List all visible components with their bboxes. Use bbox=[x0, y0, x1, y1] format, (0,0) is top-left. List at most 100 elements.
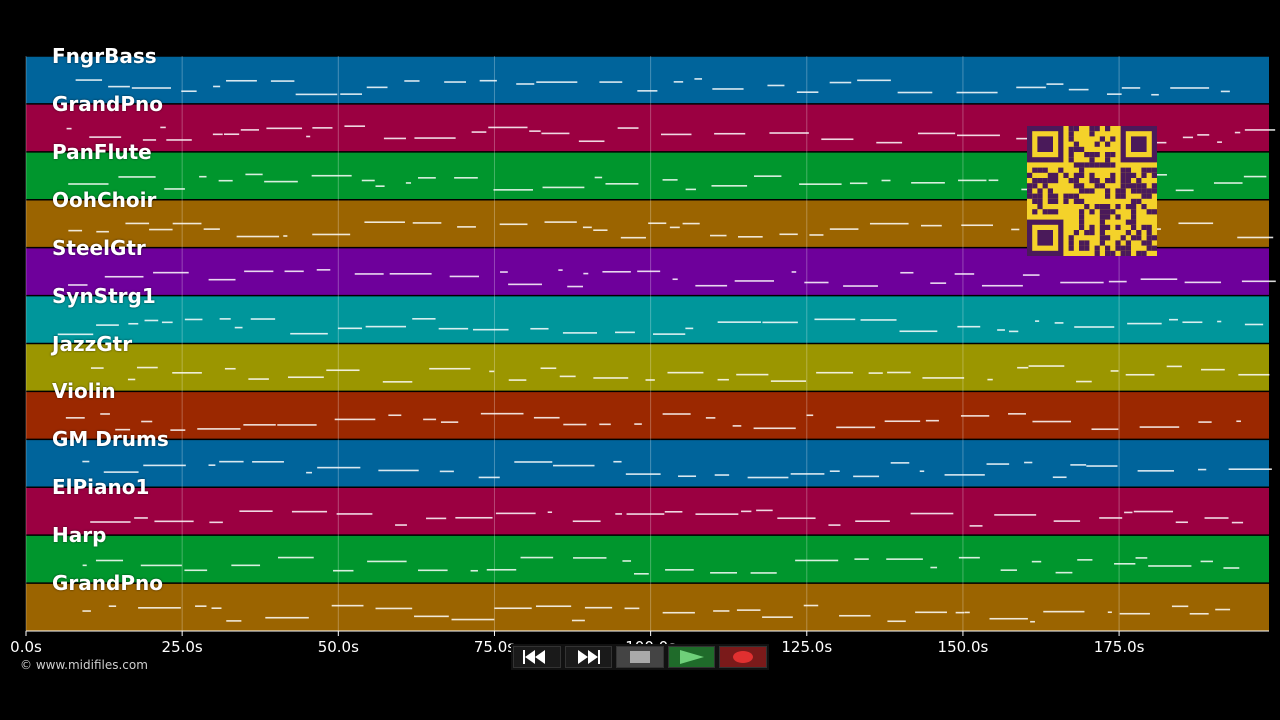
note bbox=[1140, 278, 1178, 281]
note bbox=[1204, 517, 1229, 519]
note bbox=[209, 521, 223, 524]
note bbox=[594, 176, 603, 179]
note bbox=[218, 179, 233, 182]
note bbox=[412, 318, 436, 320]
note bbox=[881, 179, 891, 182]
note bbox=[853, 475, 880, 478]
note bbox=[236, 235, 280, 238]
note bbox=[224, 133, 240, 136]
note bbox=[1110, 370, 1119, 372]
record-button[interactable] bbox=[719, 646, 767, 668]
note bbox=[455, 516, 493, 519]
track-label: GM Drums bbox=[52, 427, 169, 452]
note bbox=[277, 424, 317, 426]
note bbox=[1022, 274, 1040, 276]
note-group bbox=[68, 269, 1276, 288]
note bbox=[195, 605, 207, 607]
note bbox=[1032, 420, 1072, 423]
note bbox=[95, 559, 124, 562]
note bbox=[1197, 134, 1210, 136]
note bbox=[1119, 612, 1150, 615]
note bbox=[486, 568, 517, 571]
note bbox=[378, 469, 419, 472]
note bbox=[553, 464, 595, 467]
note bbox=[795, 559, 839, 562]
note bbox=[440, 421, 459, 423]
note bbox=[1238, 373, 1270, 376]
note bbox=[337, 327, 362, 330]
note bbox=[1148, 565, 1192, 567]
track-label: Harp bbox=[52, 523, 107, 548]
note bbox=[266, 127, 303, 130]
rewind-icon bbox=[522, 650, 545, 664]
note bbox=[541, 132, 570, 135]
note bbox=[964, 611, 970, 614]
note bbox=[172, 222, 202, 225]
note bbox=[1175, 189, 1194, 192]
note bbox=[211, 607, 222, 609]
note bbox=[917, 132, 956, 135]
note bbox=[1200, 560, 1213, 563]
rewind-button[interactable] bbox=[513, 646, 561, 668]
note bbox=[829, 81, 852, 84]
fast-forward-icon bbox=[578, 650, 601, 664]
note-group bbox=[82, 460, 1272, 479]
note bbox=[1182, 321, 1203, 324]
note bbox=[96, 230, 109, 233]
note bbox=[508, 283, 542, 286]
note bbox=[90, 367, 104, 369]
note bbox=[732, 425, 742, 427]
qr-code bbox=[1027, 126, 1157, 256]
note bbox=[264, 180, 298, 183]
note bbox=[884, 420, 921, 423]
tick-label: 150.0s bbox=[937, 638, 989, 656]
note bbox=[344, 125, 366, 127]
note bbox=[219, 318, 231, 320]
note bbox=[1074, 326, 1115, 328]
note bbox=[1055, 571, 1073, 574]
note bbox=[231, 564, 261, 567]
note bbox=[662, 413, 691, 415]
note bbox=[283, 235, 288, 237]
note bbox=[89, 136, 122, 138]
note bbox=[478, 476, 500, 479]
note bbox=[756, 509, 773, 512]
note bbox=[1228, 468, 1272, 471]
note bbox=[1215, 608, 1231, 611]
track-label: PanFlute bbox=[52, 139, 152, 164]
note bbox=[713, 610, 730, 612]
note bbox=[312, 233, 351, 236]
note bbox=[405, 182, 412, 184]
stop-button[interactable] bbox=[616, 646, 664, 668]
note bbox=[480, 412, 524, 415]
note bbox=[599, 81, 623, 83]
note bbox=[1241, 280, 1276, 283]
note bbox=[910, 512, 954, 515]
note bbox=[750, 572, 777, 574]
note bbox=[136, 366, 158, 369]
note bbox=[944, 474, 985, 476]
track-lane bbox=[26, 391, 1269, 440]
note bbox=[226, 79, 257, 82]
note bbox=[930, 282, 947, 284]
note bbox=[127, 378, 136, 381]
note bbox=[738, 236, 763, 238]
note bbox=[796, 91, 819, 93]
note bbox=[736, 373, 769, 376]
note bbox=[714, 474, 730, 476]
play-button[interactable] bbox=[667, 646, 716, 668]
note bbox=[1189, 612, 1209, 615]
note bbox=[82, 610, 91, 612]
fast-forward-button[interactable] bbox=[564, 646, 613, 668]
note bbox=[806, 414, 814, 417]
note bbox=[375, 185, 385, 187]
note bbox=[593, 377, 629, 379]
note bbox=[125, 222, 150, 225]
tick-label: 50.0s bbox=[317, 638, 359, 656]
note bbox=[170, 429, 186, 431]
note bbox=[115, 428, 131, 431]
note bbox=[1052, 476, 1067, 479]
note bbox=[103, 471, 139, 473]
note bbox=[615, 331, 635, 334]
note bbox=[172, 372, 202, 374]
